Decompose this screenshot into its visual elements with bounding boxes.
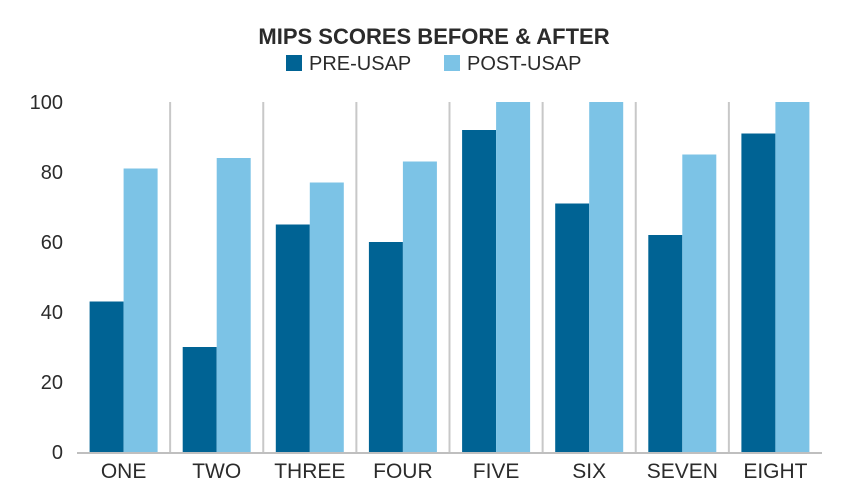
bar-post-usap-five xyxy=(496,102,531,452)
legend-swatch-post-usap xyxy=(444,55,460,71)
category-separators xyxy=(169,102,730,452)
y-tick-label: 60 xyxy=(41,232,63,254)
bar-pre-usap-four xyxy=(368,242,403,452)
bar-post-usap-eight xyxy=(775,102,810,452)
x-tick-label: EIGHT xyxy=(743,460,807,483)
bar-pre-usap-three xyxy=(275,224,310,452)
x-axis: ONE TWO THREE FOUR FIVE SIX SEVEN EIGHT xyxy=(101,460,808,483)
y-axis: 0 20 40 60 80 100 xyxy=(30,92,63,464)
y-tick-label: 100 xyxy=(30,92,63,114)
bar-pre-usap-five xyxy=(462,130,497,452)
legend-swatch-pre-usap xyxy=(286,55,302,71)
bar-post-usap-six xyxy=(589,102,624,452)
x-tick-label: SIX xyxy=(572,460,606,483)
bar-pre-usap-seven xyxy=(648,235,683,452)
x-tick-label: TWO xyxy=(192,460,241,483)
bar-pre-usap-six xyxy=(555,203,590,452)
bar-post-usap-three xyxy=(309,182,344,452)
y-tick-label: 80 xyxy=(41,162,63,184)
legend-label-post-usap: POST-USAP xyxy=(467,53,581,75)
x-tick-label: ONE xyxy=(101,460,147,483)
bar-post-usap-one xyxy=(123,168,158,452)
bar-post-usap-seven xyxy=(682,154,717,452)
y-tick-label: 40 xyxy=(41,302,63,324)
bar-post-usap-four xyxy=(402,161,437,452)
x-tick-label: FIVE xyxy=(473,460,520,483)
legend: PRE-USAP POST-USAP xyxy=(286,53,581,75)
y-tick-label: 20 xyxy=(41,372,63,394)
y-tick-label: 0 xyxy=(52,442,63,464)
x-tick-label: FOUR xyxy=(373,460,433,483)
bar-pre-usap-eight xyxy=(741,133,776,452)
legend-label-pre-usap: PRE-USAP xyxy=(309,53,411,75)
x-tick-label: THREE xyxy=(274,460,345,483)
bar-post-usap-two xyxy=(216,158,251,452)
bar-pre-usap-two xyxy=(182,347,217,452)
bar-pre-usap-one xyxy=(89,301,124,452)
x-tick-label: SEVEN xyxy=(647,460,718,483)
bars xyxy=(89,102,810,452)
chart-title: MIPS SCORES BEFORE & AFTER xyxy=(258,24,609,49)
